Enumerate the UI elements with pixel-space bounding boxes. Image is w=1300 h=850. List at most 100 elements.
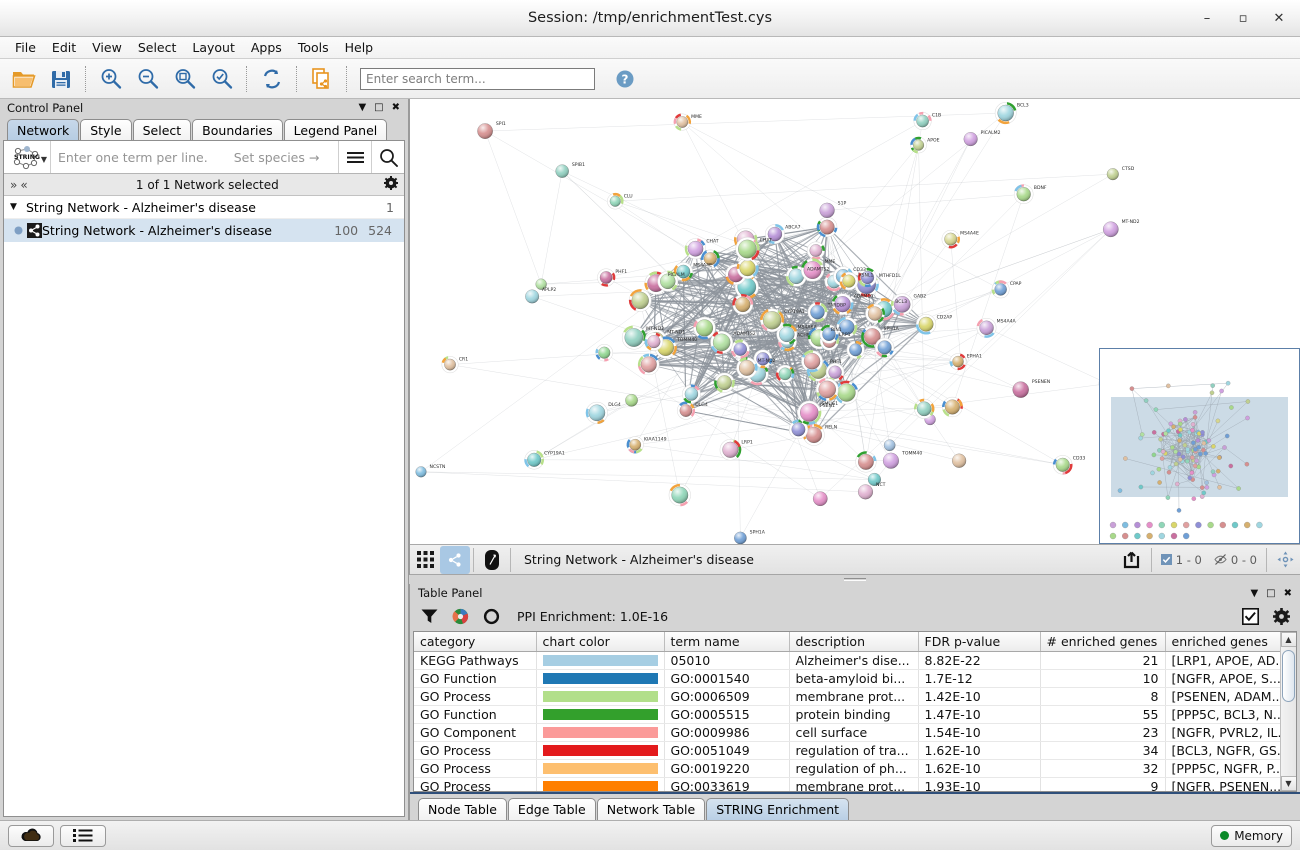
network-node[interactable] — [626, 436, 644, 454]
tab-network-table[interactable]: Network Table — [596, 798, 706, 820]
network-node[interactable] — [800, 258, 825, 282]
network-node[interactable] — [736, 357, 758, 379]
network-node[interactable] — [883, 439, 896, 452]
selected-nodes-indicator[interactable]: 1 - 0 — [1155, 553, 1208, 567]
network-tree-item[interactable]: String Network - Alzheimer's disease 100… — [4, 219, 404, 242]
network-node[interactable] — [415, 466, 427, 478]
filter-icon[interactable] — [416, 605, 442, 629]
network-node[interactable] — [857, 268, 877, 288]
network-node[interactable] — [714, 372, 735, 393]
network-node[interactable] — [867, 472, 881, 486]
network-node[interactable] — [812, 491, 828, 506]
network-node[interactable] — [682, 384, 701, 404]
network-node[interactable] — [941, 230, 960, 249]
table-row[interactable]: GO Component GO:0009986 cell surface 1.54E-… — [414, 723, 1280, 742]
network-node[interactable] — [949, 353, 967, 371]
network-node[interactable] — [994, 102, 1017, 125]
network-node[interactable] — [1012, 381, 1029, 398]
network-node[interactable] — [776, 364, 795, 383]
network-node[interactable] — [846, 340, 865, 360]
birds-eye-view[interactable] — [1099, 348, 1300, 544]
scrollbar-thumb[interactable] — [1282, 650, 1295, 702]
network-node[interactable] — [730, 339, 750, 359]
scroll-up-button[interactable]: ▲ — [1280, 632, 1296, 647]
network-node[interactable] — [628, 289, 652, 312]
network-node[interactable] — [1052, 455, 1073, 475]
table-vertical-scrollbar[interactable]: ▲ ▼ — [1280, 632, 1296, 791]
string-network-icon[interactable] — [440, 545, 470, 574]
network-node[interactable] — [797, 400, 822, 425]
menu-select[interactable]: Select — [137, 40, 177, 55]
tab-style[interactable]: Style — [80, 119, 132, 140]
save-session-icon[interactable] — [43, 62, 78, 96]
search-input[interactable]: Enter search term... — [360, 67, 595, 90]
cloud-icon[interactable] — [8, 824, 54, 847]
network-node[interactable] — [942, 396, 963, 418]
network-node[interactable] — [693, 316, 716, 340]
column-header-enriched-genes[interactable]: enriched genes — [1165, 632, 1280, 652]
zoom-fit-icon[interactable] — [167, 62, 202, 96]
tab-select[interactable]: Select — [132, 119, 192, 140]
tab-edge-table[interactable]: Edge Table — [507, 798, 596, 820]
column-header-description[interactable]: description — [789, 632, 919, 652]
tab-string-enrichment[interactable]: STRING Enrichment — [706, 798, 850, 820]
pie-chart-icon[interactable] — [447, 605, 473, 629]
network-node[interactable] — [701, 249, 720, 268]
column-header-chart-color[interactable]: chart color — [536, 632, 665, 652]
network-node[interactable] — [806, 241, 825, 260]
network-node[interactable] — [819, 324, 839, 344]
network-node[interactable] — [676, 401, 696, 420]
menu-layout[interactable]: Layout — [192, 40, 235, 55]
table-panel-close-icon[interactable]: ✖ — [1283, 587, 1292, 599]
network-node[interactable] — [760, 308, 785, 333]
network-node[interactable] — [816, 217, 838, 238]
column-header-fdr-pvalue[interactable]: FDR p-value — [918, 632, 1041, 652]
network-node[interactable] — [597, 268, 616, 287]
menu-file[interactable]: File — [15, 40, 36, 55]
collapse-all-icon[interactable]: » — [10, 177, 18, 192]
network-node[interactable] — [585, 401, 608, 424]
network-node[interactable] — [441, 356, 459, 374]
network-graph[interactable]: MT-ND2MT-ND1ABCA7CHATACHEADAMTS2TOMM40PH… — [410, 99, 1300, 544]
network-node[interactable] — [734, 531, 747, 544]
network-node[interactable] — [668, 483, 691, 507]
network-node[interactable] — [524, 450, 544, 470]
network-node[interactable] — [855, 451, 877, 473]
fit-content-icon[interactable] — [1270, 546, 1300, 574]
network-node[interactable] — [735, 237, 760, 262]
network-node[interactable] — [657, 270, 679, 292]
open-session-icon[interactable] — [6, 62, 41, 96]
tab-legend-panel[interactable]: Legend Panel — [283, 119, 388, 140]
network-canvas[interactable]: MT-ND2 MT-ND1 ABCA7 CHAT ACHE ADAMTS2 TOMM40 PH… — [410, 99, 1300, 545]
network-node[interactable] — [815, 378, 839, 401]
scroll-down-button[interactable]: ▼ — [1280, 776, 1296, 791]
chevron-down-icon[interactable]: ▼ — [40, 155, 47, 164]
network-tree-group[interactable]: ▼ String Network - Alzheimer's disease 1 — [4, 196, 404, 219]
network-node[interactable] — [963, 132, 978, 147]
control-panel-close-icon[interactable]: ✖ — [391, 102, 400, 113]
refresh-icon[interactable] — [254, 62, 289, 96]
control-panel-maximize-icon[interactable]: □ — [374, 102, 384, 113]
network-node[interactable] — [719, 439, 742, 461]
network-node[interactable] — [732, 293, 754, 315]
network-node[interactable] — [1106, 168, 1119, 181]
network-node[interactable] — [746, 362, 769, 386]
network-node[interactable] — [535, 278, 547, 290]
network-node[interactable] — [915, 314, 937, 335]
network-node[interactable] — [1103, 221, 1119, 238]
menu-apps[interactable]: Apps — [250, 40, 282, 55]
grid-layout-icon[interactable] — [410, 546, 440, 574]
network-node[interactable] — [834, 380, 859, 405]
network-node[interactable] — [673, 113, 692, 131]
table-row[interactable]: GO Process GO:0051049 regulation of tra...… — [414, 741, 1280, 760]
network-node[interactable] — [831, 293, 854, 315]
network-node[interactable] — [621, 325, 646, 350]
network-node[interactable] — [825, 362, 845, 382]
network-node[interactable] — [839, 271, 859, 291]
table-row[interactable]: GO Function GO:0001540 beta-amyloid bi... 1… — [414, 669, 1280, 688]
column-header-term-name[interactable]: term name — [664, 632, 790, 652]
network-node[interactable] — [644, 332, 664, 351]
column-header-enriched-count[interactable]: # enriched genes — [1040, 632, 1166, 652]
expand-triangle-icon[interactable]: ▼ — [10, 202, 17, 212]
tab-boundaries[interactable]: Boundaries — [192, 119, 283, 140]
